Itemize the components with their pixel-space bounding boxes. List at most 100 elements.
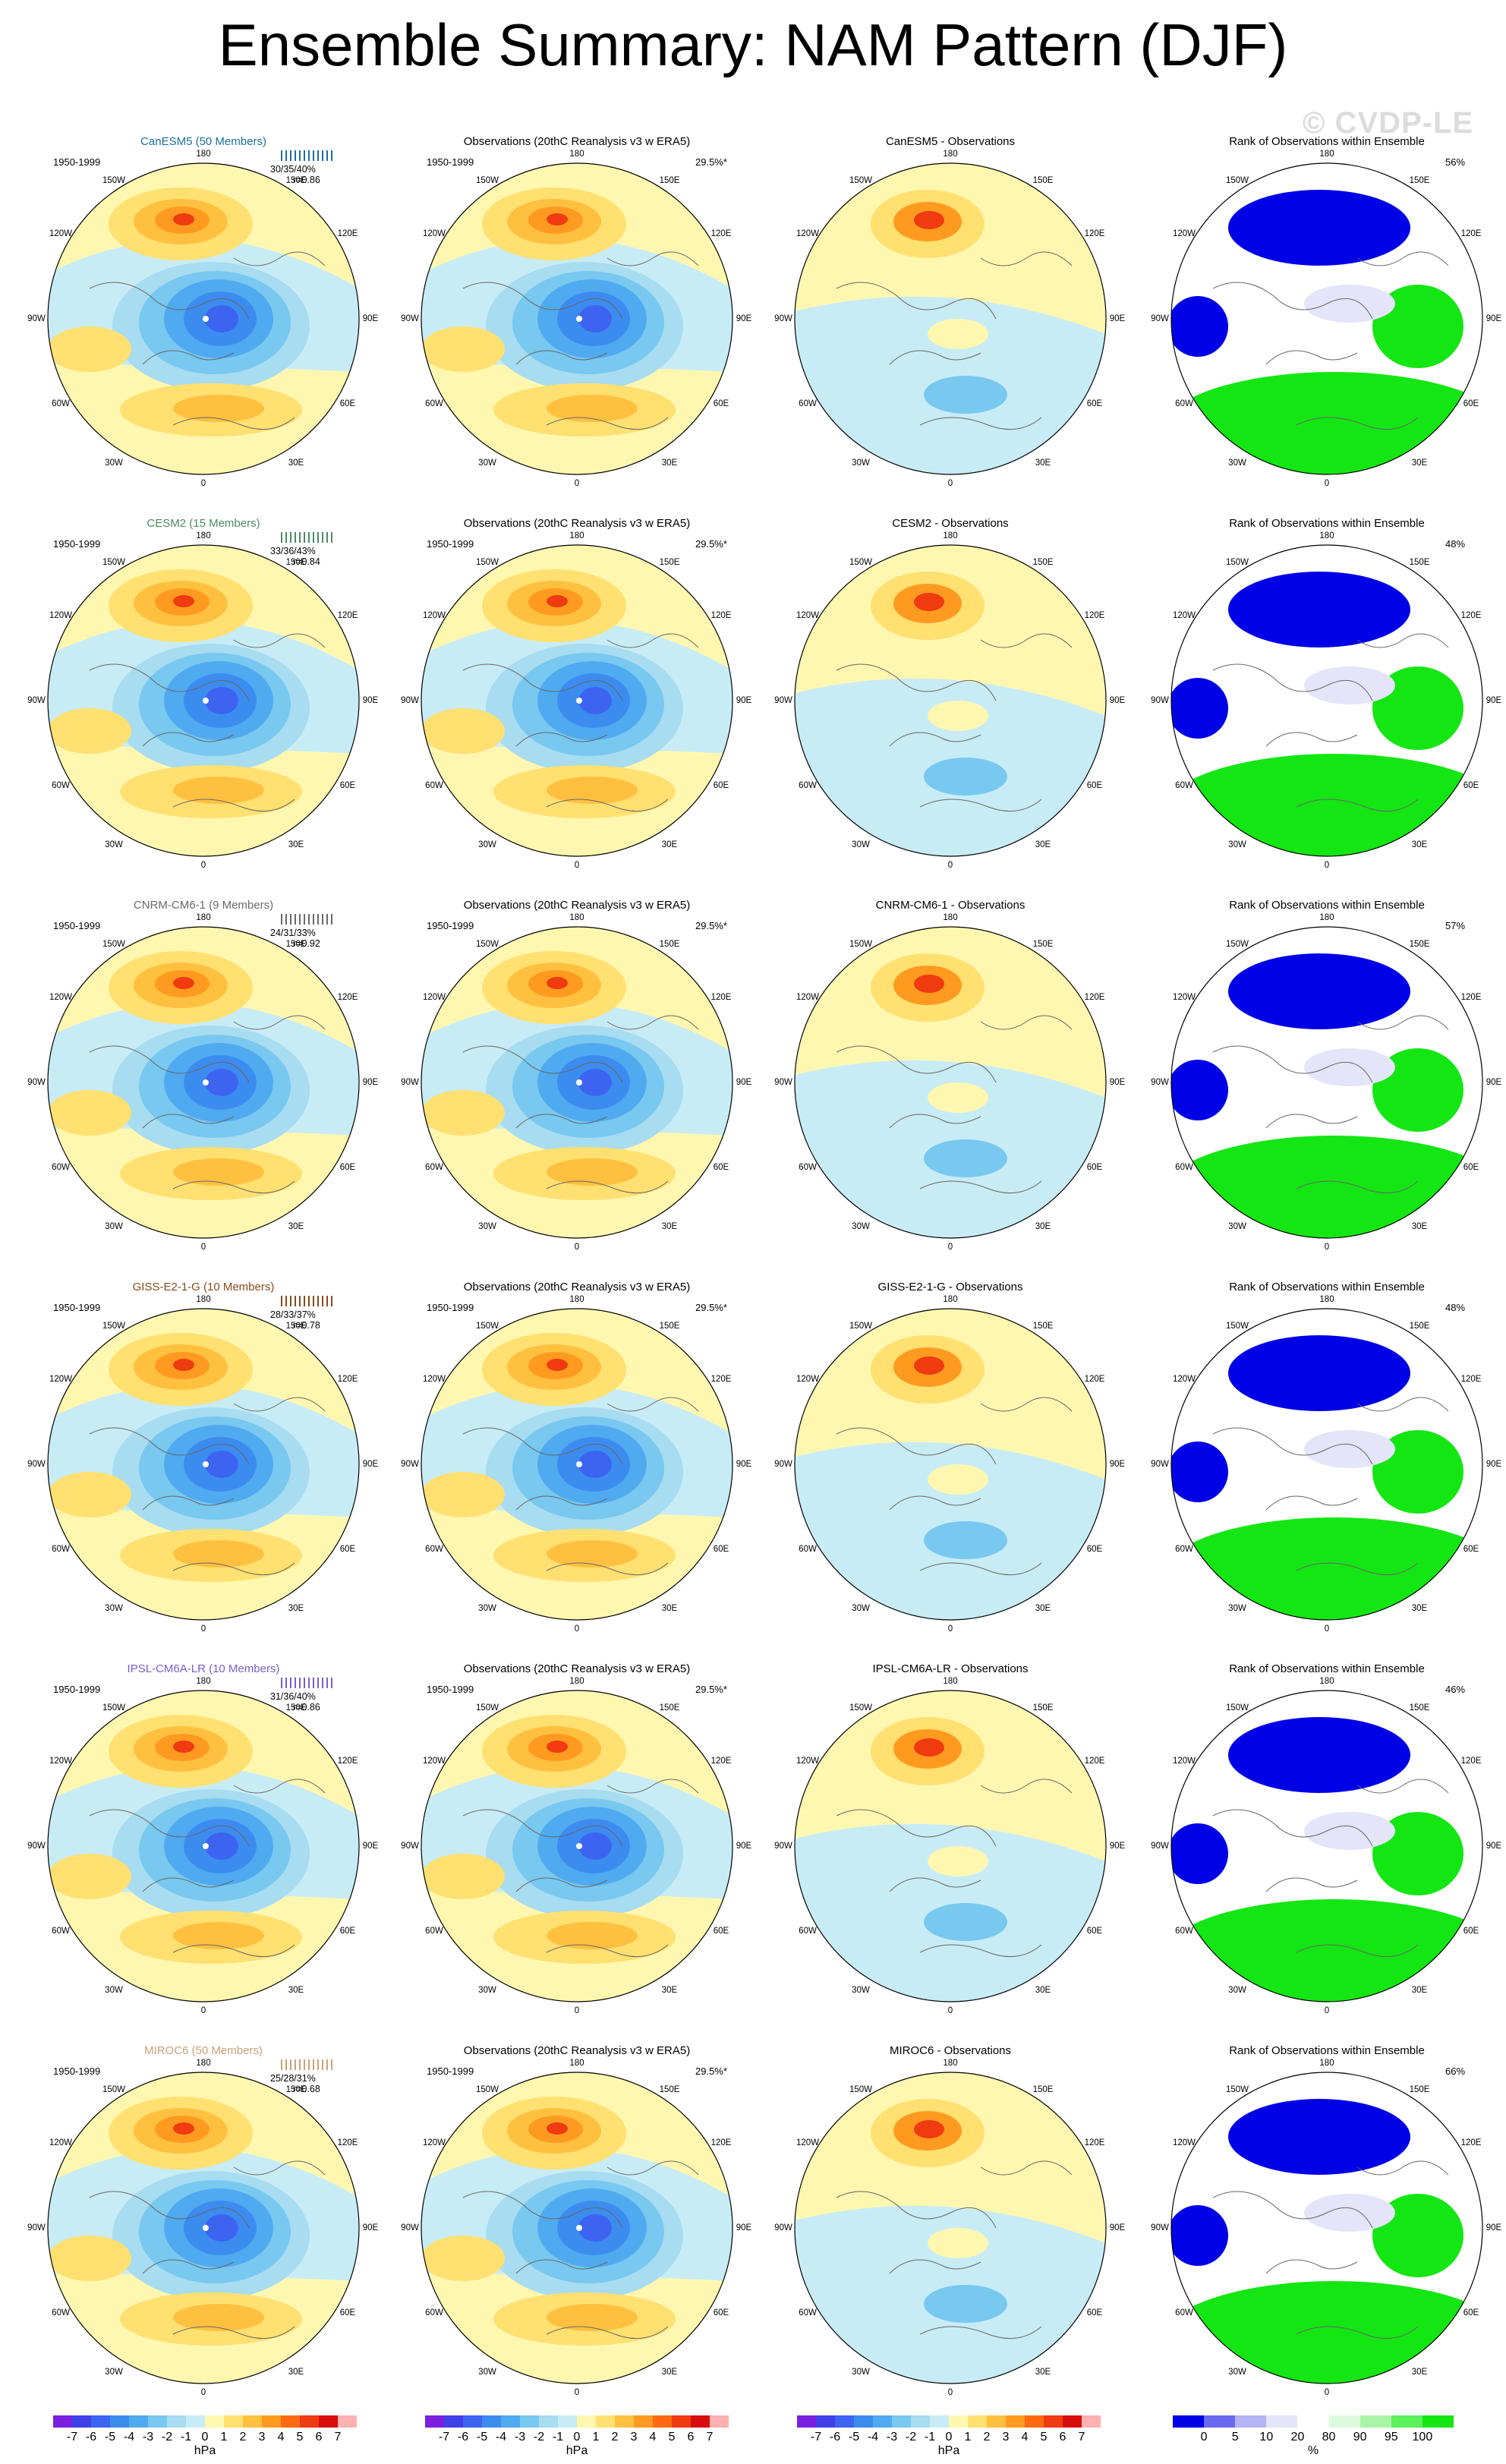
longitude-label: 30E [661, 2368, 678, 2377]
longitude-label: 60W [1175, 1545, 1193, 1554]
period-label: 1950-1999 [427, 920, 474, 931]
polar-map [794, 2072, 1107, 2384]
longitude-label: 60W [52, 1163, 70, 1172]
longitude-label: 150E [1032, 1322, 1054, 1331]
polar-map [794, 926, 1107, 1239]
colorbar-hpa-3: -7 -6 -5 -4 -3 -2 -1 0 1 2 3 4 5 6 7 hPa [797, 2408, 1101, 2457]
longitude-label: 150E [1032, 2085, 1054, 2094]
colorbar-swatch [53, 2415, 72, 2428]
longitude-label: 90W [27, 1460, 46, 1469]
map-border [47, 162, 360, 475]
obs-variance-pct: 29.5%* [695, 156, 727, 168]
polar-map [1170, 1308, 1483, 1621]
longitude-label: 60E [339, 1927, 356, 1936]
longitude-label: 0 [1324, 2006, 1330, 2015]
obs-title: Observations (20thC Reanalysis v3 w ERA5… [463, 899, 691, 912]
map-border [1170, 2072, 1483, 2384]
polar-map [1170, 1690, 1483, 2002]
polar-map [1170, 926, 1483, 1239]
longitude-label: 120W [422, 611, 446, 620]
watermark: © CVDP-LE [1303, 106, 1474, 140]
colorbar-tick-label: -1 [180, 2431, 192, 2444]
longitude-label: 30E [1411, 2368, 1428, 2377]
longitude-label: 60E [1086, 2308, 1103, 2317]
rank-pct: 48% [1445, 1302, 1466, 1313]
longitude-label: 30W [105, 458, 123, 468]
pole-marker [203, 316, 209, 322]
colorbar-tick-label: 0 [1200, 2431, 1208, 2444]
longitude-label: 120W [1172, 1757, 1196, 1766]
colorbar-tick-label: -1 [552, 2431, 564, 2444]
colorbar-swatch [987, 2415, 1006, 2428]
longitude-label: 60E [1086, 399, 1103, 408]
polar-map [421, 1690, 733, 2002]
ensemble-spread-bar [273, 912, 352, 928]
longitude-label: 150E [285, 940, 307, 949]
longitude-label: 150W [1225, 558, 1249, 567]
longitude-label: 120E [337, 611, 358, 620]
pattern-correlation: r=0.84 [293, 556, 320, 567]
longitude-label: 180 [196, 1295, 211, 1304]
colorbar-swatch [319, 2415, 338, 2428]
period-label: 1950-1999 [427, 2065, 474, 2077]
colorbar-swatch [1006, 2415, 1025, 2428]
longitude-label: 150W [475, 176, 499, 185]
longitude-label: 90E [1109, 1460, 1126, 1469]
colorbar-swatch [72, 2415, 91, 2428]
longitude-label: 60E [1463, 2308, 1479, 2317]
longitude-label: 120W [1172, 993, 1196, 1002]
rank-panel: Rank of Observations within Ensemble 66% 1… [1139, 2023, 1506, 2406]
colorbar-unit: hPa [566, 2444, 588, 2457]
colorbar-swatch [482, 2415, 501, 2428]
longitude-label: 120W [1172, 229, 1196, 238]
longitude-label: 90W [1151, 1078, 1169, 1087]
longitude-label: 0 [574, 479, 580, 488]
colorbar-swatch [129, 2415, 148, 2428]
colorbar-tick-label: 6 [1059, 2431, 1066, 2444]
longitude-label: 180 [196, 913, 211, 922]
colorbar-unit: hPa [937, 2444, 960, 2457]
colorbar-hpa-1: -7 -6 -5 -4 -3 -2 -1 0 1 2 3 4 5 6 7 hPa [53, 2408, 357, 2457]
longitude-label: 120W [49, 2138, 73, 2147]
longitude-label: 30W [1228, 458, 1246, 468]
colorbar-tick-label: -6 [85, 2431, 97, 2444]
longitude-label: 60W [1175, 399, 1193, 408]
colorbar-swatch [873, 2415, 892, 2428]
colorbar-swatch [1328, 2415, 1360, 2428]
colorbar-swatch [91, 2415, 110, 2428]
longitude-label: 90W [1151, 1842, 1169, 1851]
pole-marker [576, 2225, 582, 2231]
colorbar-tick-label: -4 [867, 2431, 879, 2444]
longitude-label: 30W [478, 2368, 496, 2377]
longitude-label: 0 [1324, 479, 1330, 488]
colorbar-swatch [854, 2415, 873, 2428]
longitude-label: 90E [1486, 2223, 1502, 2232]
longitude-label: 180 [1319, 1677, 1334, 1686]
colorbar-tick-label: 10 [1259, 2431, 1274, 2444]
rank-title: Rank of Observations within Ensemble [1229, 517, 1425, 530]
colorbar-swatch [1297, 2415, 1329, 2428]
longitude-label: 180 [569, 1295, 584, 1304]
longitude-label: 30W [852, 458, 870, 468]
longitude-label: 60W [425, 1545, 443, 1554]
colorbar-swatch [520, 2415, 539, 2428]
longitude-label: 120E [337, 1757, 358, 1766]
longitude-label: 60W [1175, 781, 1193, 790]
colorbar-tick-label: 4 [649, 2431, 657, 2444]
longitude-label: 150E [285, 1322, 307, 1331]
longitude-label: 60W [52, 1545, 70, 1554]
longitude-label: 90W [774, 1078, 792, 1087]
longitude-label: 60E [1463, 1545, 1479, 1554]
map-border [794, 2072, 1107, 2384]
longitude-label: 30W [852, 1986, 870, 1995]
longitude-label: 90W [27, 1078, 46, 1087]
longitude-label: 150W [475, 2085, 499, 2094]
polar-map [1170, 162, 1483, 475]
longitude-label: 60W [425, 781, 443, 790]
longitude-label: 60E [1086, 1545, 1103, 1554]
longitude-label: 180 [1319, 913, 1334, 922]
longitude-label: 60E [339, 399, 356, 408]
longitude-label: 150W [849, 1322, 873, 1331]
colorbar-tick-label: 5 [296, 2431, 304, 2444]
map-border [47, 926, 360, 1239]
